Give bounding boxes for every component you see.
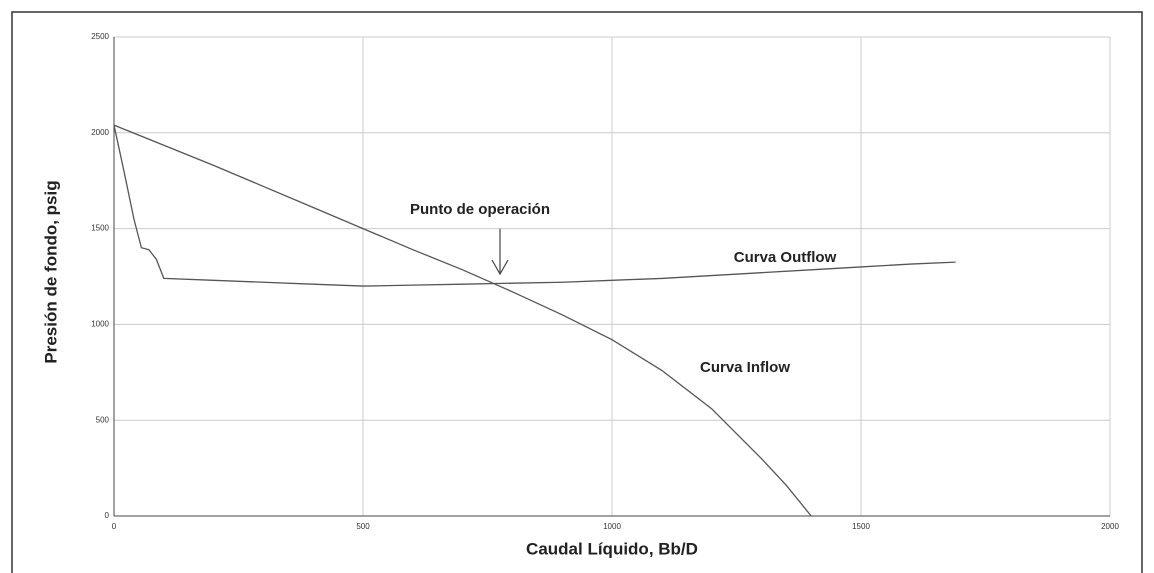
y-tick-label: 2000	[91, 128, 109, 137]
y-tick-label: 1500	[91, 224, 109, 233]
x-tick-label: 2000	[1101, 522, 1119, 531]
line	[113, 124, 956, 287]
x-tick-label: 1000	[603, 522, 621, 531]
y-tick-label: 1000	[91, 320, 109, 329]
arrow	[491, 228, 509, 276]
x-tick-label: 1500	[852, 522, 870, 531]
y-tick-label: 0	[105, 511, 110, 520]
annotation: Punto de operación	[410, 201, 550, 218]
y-tick-label: 2500	[91, 32, 109, 41]
line	[113, 124, 812, 517]
x-axis-label: Caudal Líquido, Bb/D	[526, 539, 698, 558]
x-tick-label: 500	[356, 522, 370, 531]
annotation: Curva Outflow	[734, 249, 837, 266]
y-tick-label: 500	[96, 415, 110, 424]
frame	[11, 11, 1143, 573]
annotation: Curva Inflow	[700, 359, 790, 376]
x-tick-label: 0	[112, 522, 117, 531]
y-axis-label: Presión de fondo, psig	[41, 180, 60, 363]
